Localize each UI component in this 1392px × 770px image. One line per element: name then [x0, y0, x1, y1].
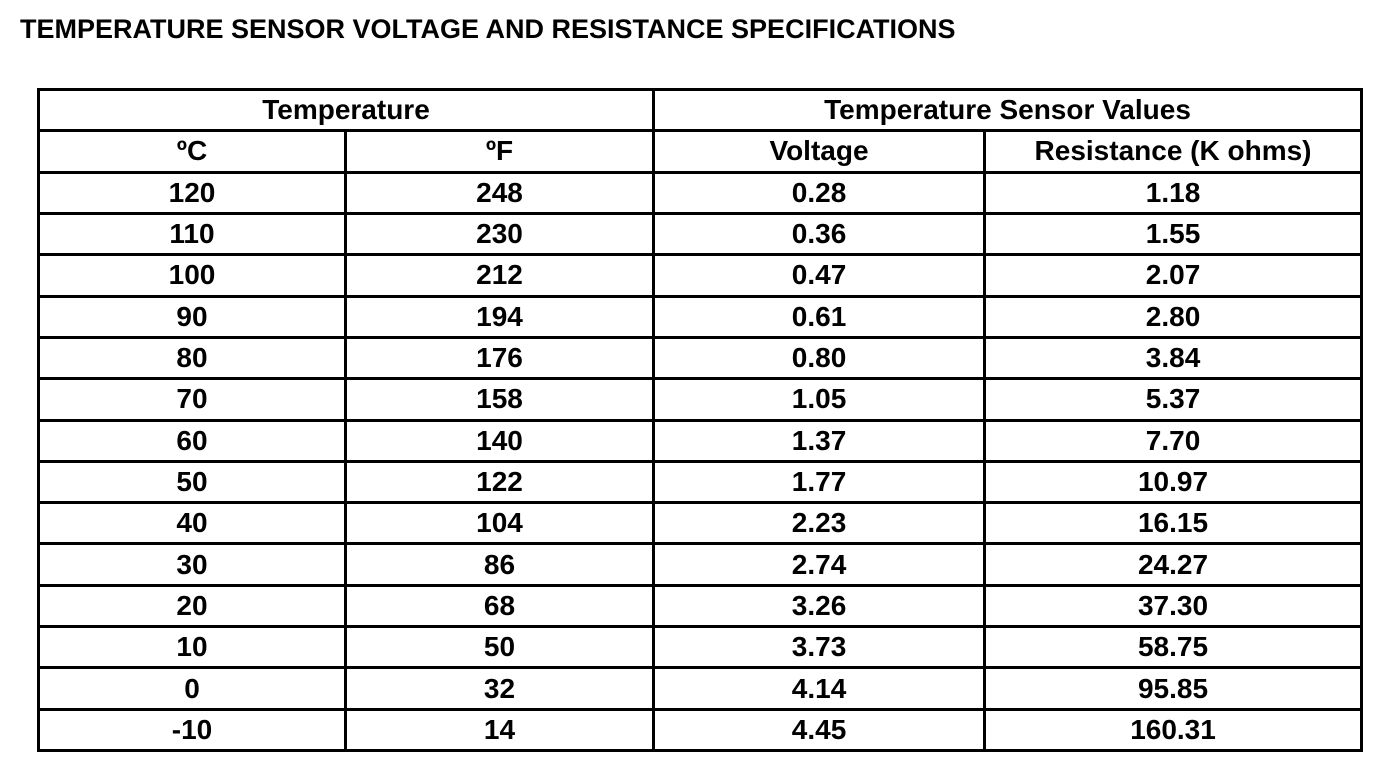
data-cell: 37.30 — [983, 583, 1364, 629]
data-cell: 1.18 — [983, 170, 1364, 215]
data-cell: 24.27 — [983, 542, 1364, 587]
table-body: Temperature Temperature Sensor Values ºC ºF… — [36, 87, 1364, 753]
data-cell: 0.47 — [652, 253, 987, 298]
data-cell: 32 — [343, 666, 656, 711]
data-cell: 40 — [37, 501, 347, 546]
data-cell: 1.55 — [983, 211, 1364, 257]
data-cell: 194 — [343, 294, 656, 339]
data-cell: 3.73 — [652, 625, 987, 670]
header-cell: Voltage — [652, 129, 987, 174]
data-row: 20 68 3.26 37.30 — [37, 583, 1364, 629]
data-cell: 16.15 — [983, 501, 1364, 546]
data-row: 100 212 0.47 2.07 — [37, 253, 1364, 298]
group-header-cell: Temperature — [36, 87, 656, 133]
data-row: -10 14 4.45 160.31 — [37, 707, 1364, 753]
title: TEMPERATURE SENSOR VOLTAGE AND RESISTANC… — [20, 14, 956, 44]
data-row: 70 158 1.05 5.37 — [37, 377, 1364, 422]
data-cell: 110 — [37, 211, 347, 257]
data-cell: 212 — [343, 253, 656, 298]
data-cell: 7.70 — [983, 418, 1364, 463]
group-header-cell: Temperature Sensor Values — [652, 87, 1364, 133]
data-cell: -10 — [37, 707, 347, 753]
data-cell: 104 — [343, 501, 656, 546]
data-cell: 10 — [37, 625, 347, 670]
data-row: 120 248 0.28 1.18 — [37, 170, 1364, 215]
data-cell: 20 — [37, 583, 347, 629]
data-cell: 230 — [343, 211, 656, 257]
data-cell: 0.36 — [652, 211, 987, 257]
data-cell: 0 — [37, 666, 347, 711]
data-cell: 122 — [343, 459, 656, 505]
data-cell: 58.75 — [983, 625, 1364, 670]
data-cell: 2.80 — [983, 294, 1364, 339]
data-cell: 0.61 — [652, 294, 987, 339]
data-row: 90 194 0.61 2.80 — [37, 294, 1364, 339]
data-cell: 1.05 — [652, 377, 987, 422]
data-cell: 120 — [37, 170, 347, 215]
data-row: 10 50 3.73 58.75 — [37, 625, 1364, 670]
data-cell: 70 — [37, 377, 347, 422]
data-cell: 100 — [37, 253, 347, 298]
data-cell: 14 — [343, 707, 656, 753]
data-cell: 90 — [37, 294, 347, 339]
data-cell: 80 — [37, 335, 347, 381]
data-cell: 176 — [343, 335, 656, 381]
data-cell: 1.77 — [652, 459, 987, 505]
data-cell: 3.84 — [983, 335, 1364, 381]
header-row: ºC ºF Voltage Resistance (K ohms) — [37, 129, 1364, 174]
header-cell: Resistance (K ohms) — [983, 129, 1364, 174]
data-cell: 0.80 — [652, 335, 987, 381]
data-row: 50 122 1.77 10.97 — [37, 459, 1364, 505]
data-row: 60 140 1.37 7.70 — [37, 418, 1364, 463]
data-row: 40 104 2.23 16.15 — [37, 501, 1364, 546]
data-cell: 30 — [37, 542, 347, 587]
data-cell: 68 — [343, 583, 656, 629]
data-cell: 4.45 — [652, 707, 987, 753]
data-cell: 50 — [343, 625, 656, 670]
data-row: 0 32 4.14 95.85 — [37, 666, 1364, 711]
header-cell: ºC — [37, 129, 347, 174]
data-cell: 10.97 — [983, 459, 1364, 505]
data-cell: 86 — [343, 542, 656, 587]
group-header-row: Temperature Temperature Sensor Values — [36, 87, 1364, 133]
data-cell: 140 — [343, 418, 656, 463]
data-row: 110 230 0.36 1.55 — [37, 211, 1364, 257]
data-cell: 5.37 — [983, 377, 1364, 422]
data-cell: 50 — [37, 459, 347, 505]
data-cell: 95.85 — [983, 666, 1364, 711]
data-cell: 2.74 — [652, 542, 987, 587]
data-cell: 0.28 — [652, 170, 987, 215]
data-row: 80 176 0.80 3.84 — [37, 335, 1364, 381]
data-cell: 2.07 — [983, 253, 1364, 298]
spec-table: Temperature Temperature Sensor Values ºC ºF… — [36, 87, 1364, 753]
data-cell: 1.37 — [652, 418, 987, 463]
data-cell: 3.26 — [652, 583, 987, 629]
data-cell: 248 — [343, 170, 656, 215]
data-cell: 60 — [37, 418, 347, 463]
data-row: 30 86 2.74 24.27 — [37, 542, 1364, 587]
data-cell: 4.14 — [652, 666, 987, 711]
data-cell: 2.23 — [652, 501, 987, 546]
data-cell: 158 — [343, 377, 656, 422]
header-cell: ºF — [343, 129, 656, 174]
data-cell: 160.31 — [983, 707, 1364, 753]
